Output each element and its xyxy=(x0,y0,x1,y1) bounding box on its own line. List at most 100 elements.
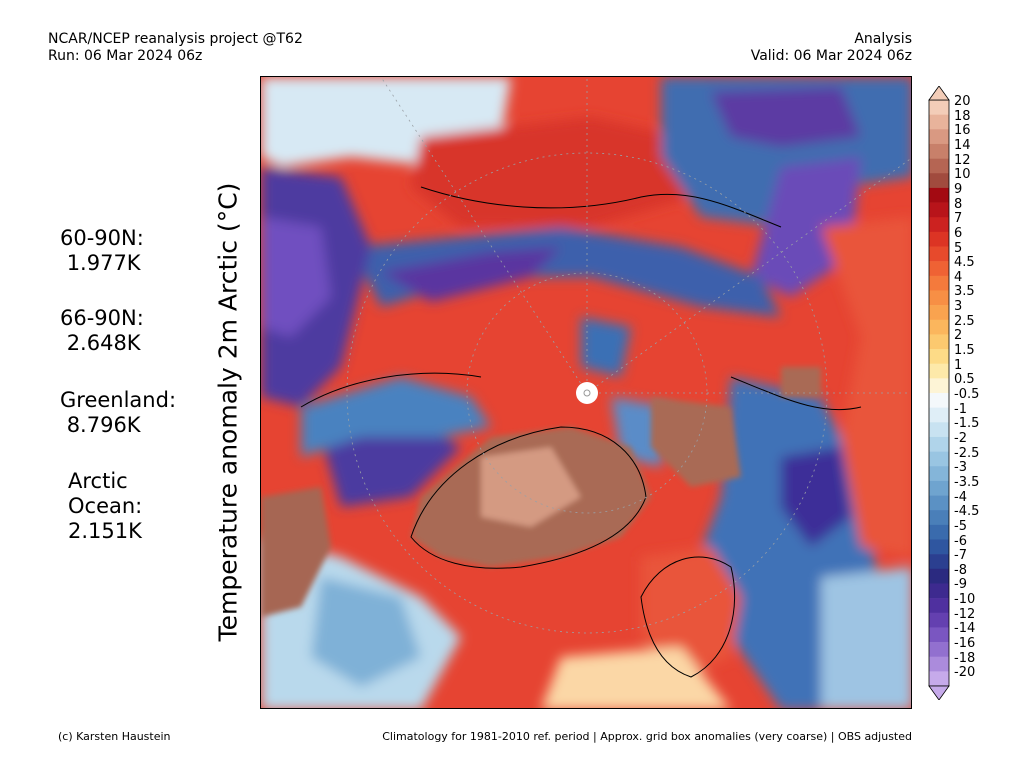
asia-purple-area xyxy=(711,87,861,147)
colorbar-label: -1.5 xyxy=(954,416,980,432)
scandinavia-coast xyxy=(640,556,736,678)
svalbard-hot-area xyxy=(651,397,741,487)
colorbar-cell xyxy=(929,612,949,628)
y-axis-label: Temperature anomaly 2m Arctic (°C) xyxy=(213,182,243,642)
colorbar-cell xyxy=(929,451,949,467)
colorbar-cell xyxy=(929,378,949,394)
colorbar-cell xyxy=(929,319,949,335)
colorbar xyxy=(928,86,950,700)
colorbar-label: -18 xyxy=(954,650,976,666)
colorbar-label: 8 xyxy=(954,196,963,212)
colorbar-cell xyxy=(929,261,949,277)
colorbar-label: -0.5 xyxy=(954,387,980,402)
colorbar-cell xyxy=(929,290,949,306)
stat-label: Greenland: xyxy=(60,388,177,412)
arctic-cold-band xyxy=(351,227,781,317)
canada-cold-area xyxy=(321,417,461,507)
colorbar-label: 7 xyxy=(954,211,963,227)
colorbar-cell xyxy=(929,656,949,672)
colorbar-cell xyxy=(929,598,949,614)
colorbar-label: 1.5 xyxy=(954,343,975,359)
stat-label: Arctic Ocean: xyxy=(68,469,143,518)
colorbar-label: 18 xyxy=(954,108,971,124)
colorbar-label: 5 xyxy=(954,240,963,256)
project-title: NCAR/NCEP reanalysis project @T62 xyxy=(48,31,303,47)
colorbar-label: 9 xyxy=(954,181,963,197)
colorbar-label: -14 xyxy=(954,621,976,637)
russia-coast xyxy=(730,376,862,411)
colorbar-cell xyxy=(929,187,949,203)
colorbar-cell xyxy=(929,129,949,145)
arctic-purple-band xyxy=(381,247,561,302)
colorbar-cell xyxy=(929,246,949,262)
pole-cool-area xyxy=(581,317,631,377)
anomaly-field xyxy=(261,77,911,708)
colorbar-label: -2 xyxy=(954,430,967,446)
colorbar-cell xyxy=(929,539,949,555)
colorbar-label: 1 xyxy=(954,357,963,373)
methodology-note: Climatology for 1981-2010 ref. period | … xyxy=(382,730,912,743)
colorbar-cell xyxy=(929,173,949,189)
siberia-warm-area xyxy=(411,117,691,227)
colorbar-cell xyxy=(929,583,949,599)
colorbar-label: 10 xyxy=(954,167,971,183)
analysis-label: Analysis xyxy=(854,31,912,47)
colorbar-label: -10 xyxy=(954,592,976,608)
colorbar-cell xyxy=(929,524,949,540)
colorbar-cell xyxy=(929,114,949,130)
copyright: (c) Karsten Haustein xyxy=(58,730,171,743)
stat-label: 66-90N: xyxy=(60,306,144,330)
colorbar-label: -9 xyxy=(954,577,967,593)
colorbar-label: 2 xyxy=(954,328,963,344)
colorbar-cell xyxy=(929,100,949,115)
stat-value: 1.977K xyxy=(66,251,141,275)
colorbar-cell xyxy=(929,568,949,584)
stat-label: 60-90N: xyxy=(60,226,144,250)
colorbar-label: -7 xyxy=(954,548,967,564)
colorbar-label: -3 xyxy=(954,460,967,476)
colorbar-cell xyxy=(929,393,949,408)
atlantic-cool-area xyxy=(311,577,421,687)
colorbar-label: -2.5 xyxy=(954,445,980,461)
colorbar-label: 14 xyxy=(954,137,971,153)
colorbar-cell xyxy=(929,436,949,452)
valid-info: Analysis Valid: 06 Mar 2024 06z xyxy=(751,31,912,65)
colorbar-label: 3 xyxy=(954,299,963,315)
greenland-coast xyxy=(410,426,647,569)
graticule xyxy=(346,77,911,634)
colorbar-label: -4 xyxy=(954,489,967,505)
colorbar-label: 0.5 xyxy=(954,372,975,388)
colorbar-label: -12 xyxy=(954,606,976,622)
greenland-warm-core xyxy=(261,367,821,617)
colorbar-label: 3.5 xyxy=(954,284,975,300)
colorbar-cell xyxy=(929,349,949,364)
colorbar-cell xyxy=(929,671,949,687)
colorbar-label: -6 xyxy=(954,533,967,549)
colorbar-cell xyxy=(929,202,949,218)
run-time: Run: 06 Mar 2024 06z xyxy=(48,48,203,64)
colorbar-cell xyxy=(929,305,949,321)
colorbar-cell xyxy=(929,480,949,496)
stat-value: 8.796K xyxy=(66,413,141,437)
labrador-hot-area xyxy=(261,487,331,617)
colorbar-cell xyxy=(929,275,949,291)
colorbar-label: -5 xyxy=(954,518,967,534)
stat-arctic-ocean: Arctic Ocean: 2.151K xyxy=(68,469,142,544)
central-asia-purple-area xyxy=(751,157,861,297)
ural-purple-area xyxy=(781,447,851,547)
colorbar-label: 2.5 xyxy=(954,313,975,329)
canada-coast xyxy=(300,372,482,408)
colorbar-cell xyxy=(929,510,949,526)
colorbar-label: 16 xyxy=(954,123,971,139)
colorbar-cell xyxy=(929,466,949,482)
alaska-purple-core xyxy=(261,217,331,337)
colorbar-label: -3.5 xyxy=(954,474,980,490)
colorbar-label: 6 xyxy=(954,225,963,241)
kara-hot-area xyxy=(781,367,821,397)
stat-value: 2.648K xyxy=(66,331,141,355)
stat-66-90n: 66-90N: 2.648K xyxy=(60,306,144,356)
colorbar-cell xyxy=(929,363,949,379)
colorbar-label: -20 xyxy=(954,665,976,681)
colorbar-cell xyxy=(929,158,949,174)
anomaly-map xyxy=(260,76,912,709)
